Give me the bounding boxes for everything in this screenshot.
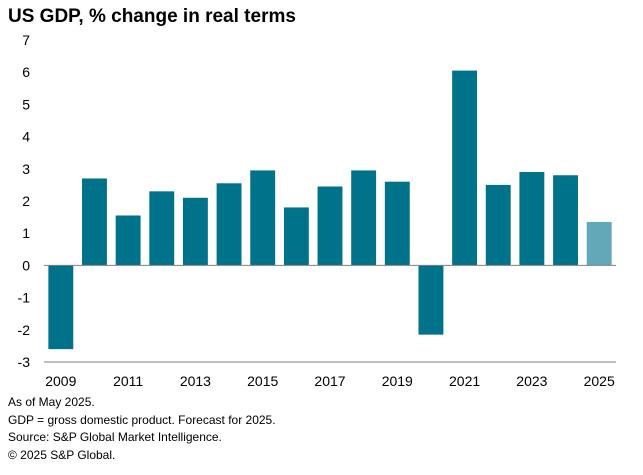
bar-2019	[384, 181, 410, 266]
note-source: Source: S&P Global Market Intelligence.	[8, 430, 222, 444]
x-tick-label: 2011	[113, 373, 143, 389]
y-tick-label: 4	[22, 129, 30, 145]
chart-notes: As of May 2025. GDP = gross domestic pro…	[8, 394, 276, 464]
x-tick-label: 2025	[584, 373, 615, 389]
x-tick-label: 2013	[180, 373, 211, 389]
bar-2010	[82, 178, 107, 266]
y-tick-label: 6	[22, 64, 30, 80]
note-definition: GDP = gross domestic product. Forecast f…	[8, 412, 276, 427]
bar-2023	[519, 172, 545, 266]
y-tick-label: 5	[22, 96, 30, 112]
y-tick-label: 3	[22, 161, 30, 177]
y-tick-label: 7	[22, 32, 30, 48]
bar-2024	[553, 175, 578, 266]
y-axis-ticks: 7 6 5 4 3 2 1 0 -1 -2 -3	[18, 32, 31, 370]
x-tick-label: 2019	[382, 373, 413, 389]
y-tick-label: -3	[18, 354, 31, 370]
bar-2021	[452, 70, 478, 266]
note-as-of: As of May 2025.	[8, 395, 95, 409]
y-tick-label: -1	[18, 290, 31, 306]
bar-2009	[48, 265, 74, 350]
y-tick-label: 2	[22, 193, 30, 209]
bars	[48, 70, 612, 350]
x-tick-label: 2021	[449, 373, 480, 389]
bar-2015	[250, 170, 276, 266]
bar-2018	[351, 170, 377, 266]
y-tick-label: 1	[22, 225, 30, 241]
x-tick-label: 2023	[516, 373, 547, 389]
note-copyright: © 2025 S&P Global.	[8, 447, 116, 462]
x-tick-label: 2017	[314, 373, 345, 389]
chart-title: US GDP, % change in real terms	[8, 6, 296, 27]
x-tick-label: 2009	[45, 373, 76, 389]
bar-2013	[182, 197, 208, 266]
bar-2022	[485, 184, 511, 266]
x-axis-ticks: 2009 2011 2013 2015 2017 2019 2021 2023 2025	[45, 373, 615, 389]
bar-2011	[115, 215, 141, 266]
bar-2012	[149, 191, 175, 266]
bar-2017	[317, 186, 343, 266]
y-tick-label: -2	[18, 322, 31, 338]
bar-2016	[283, 207, 309, 266]
bar-2025	[586, 221, 612, 266]
bar-2020	[418, 265, 444, 335]
bar-2014	[216, 183, 242, 266]
x-tick-label: 2015	[247, 373, 278, 389]
y-tick-label: 0	[22, 257, 30, 273]
